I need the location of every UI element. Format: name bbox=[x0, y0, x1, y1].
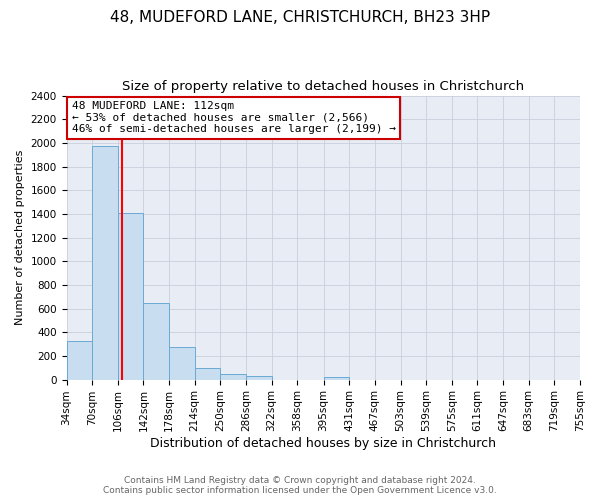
Bar bbox=[220, 374, 246, 380]
Text: 48, MUDEFORD LANE, CHRISTCHURCH, BH23 3HP: 48, MUDEFORD LANE, CHRISTCHURCH, BH23 3H… bbox=[110, 10, 490, 25]
Bar bbox=[323, 376, 349, 380]
X-axis label: Distribution of detached houses by size in Christchurch: Distribution of detached houses by size … bbox=[150, 437, 496, 450]
Y-axis label: Number of detached properties: Number of detached properties bbox=[15, 150, 25, 326]
Bar bbox=[67, 341, 92, 380]
Bar bbox=[195, 368, 220, 380]
Text: 48 MUDEFORD LANE: 112sqm
← 53% of detached houses are smaller (2,566)
46% of sem: 48 MUDEFORD LANE: 112sqm ← 53% of detach… bbox=[71, 101, 395, 134]
Bar bbox=[143, 302, 169, 380]
Title: Size of property relative to detached houses in Christchurch: Size of property relative to detached ho… bbox=[122, 80, 524, 93]
Text: Contains HM Land Registry data © Crown copyright and database right 2024.
Contai: Contains HM Land Registry data © Crown c… bbox=[103, 476, 497, 495]
Bar bbox=[92, 146, 118, 380]
Bar bbox=[169, 347, 195, 380]
Bar bbox=[118, 212, 143, 380]
Bar bbox=[246, 376, 272, 380]
